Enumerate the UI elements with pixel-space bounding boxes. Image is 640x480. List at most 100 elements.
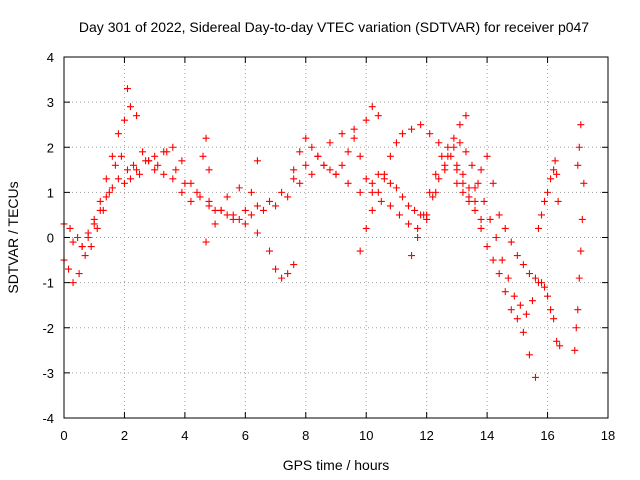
data-point — [202, 134, 210, 142]
data-point — [96, 206, 104, 214]
data-point — [114, 175, 122, 183]
data-point — [75, 270, 83, 278]
data-point — [142, 157, 150, 165]
data-point — [272, 265, 280, 273]
data-point — [187, 197, 195, 205]
data-point — [525, 270, 533, 278]
data-point — [462, 148, 470, 156]
data-point — [408, 125, 416, 133]
y-tick-label: -1 — [42, 276, 54, 291]
data-point — [522, 310, 530, 318]
x-axis-label: GPS time / hours — [283, 457, 390, 473]
data-point — [368, 179, 376, 187]
data-point — [580, 179, 588, 187]
data-point — [556, 342, 564, 350]
data-point — [468, 161, 476, 169]
data-point — [575, 143, 583, 151]
data-point — [547, 306, 555, 314]
data-point — [69, 238, 77, 246]
data-point — [108, 184, 116, 192]
data-point — [544, 188, 552, 196]
y-tick-label: 4 — [47, 50, 54, 65]
data-point — [130, 161, 138, 169]
data-point — [386, 202, 394, 210]
data-point — [368, 206, 376, 214]
data-point — [525, 351, 533, 359]
data-point — [578, 215, 586, 223]
data-point — [290, 166, 298, 174]
y-tick-label: -4 — [42, 411, 54, 426]
data-point — [450, 134, 458, 142]
data-point — [87, 243, 95, 251]
data-point — [501, 288, 509, 296]
data-point — [253, 229, 261, 237]
data-point — [477, 215, 485, 223]
data-point — [105, 188, 113, 196]
data-point — [462, 112, 470, 120]
data-point — [74, 234, 82, 241]
data-point — [519, 261, 527, 269]
data-point — [504, 274, 512, 282]
data-point — [154, 161, 162, 169]
x-tick-label: 10 — [359, 428, 373, 443]
data-point — [247, 211, 255, 219]
data-point — [471, 184, 479, 192]
x-tick-label: 18 — [601, 428, 615, 443]
data-point — [235, 215, 243, 223]
data-point — [344, 179, 352, 187]
data-point — [405, 220, 413, 228]
data-point — [414, 234, 422, 241]
data-point — [368, 188, 376, 196]
data-point — [538, 211, 546, 219]
data-point — [368, 103, 376, 111]
data-point — [123, 85, 131, 93]
data-point — [465, 184, 473, 192]
data-point — [120, 179, 128, 187]
data-point — [111, 161, 119, 169]
data-point — [501, 224, 509, 232]
data-point — [386, 179, 394, 187]
data-point — [362, 175, 370, 183]
data-point — [519, 328, 527, 336]
data-point — [377, 197, 385, 205]
y-axis-label: SDTVAR / TECUs — [5, 181, 21, 293]
data-point — [178, 157, 186, 165]
data-point — [538, 279, 546, 287]
data-point — [163, 148, 171, 156]
y-tick-label: -3 — [42, 366, 54, 381]
data-point — [456, 139, 464, 147]
y-tick-label: -2 — [42, 321, 54, 336]
data-point — [374, 170, 382, 178]
data-points — [60, 85, 588, 381]
data-point — [456, 121, 464, 129]
data-point — [178, 188, 186, 196]
data-point — [302, 161, 310, 169]
data-point — [453, 166, 461, 174]
data-point — [516, 301, 524, 309]
data-point — [117, 152, 125, 160]
data-point — [350, 134, 358, 142]
data-point — [344, 148, 352, 156]
data-point — [471, 206, 479, 214]
data-point — [172, 166, 180, 174]
data-point — [395, 211, 403, 219]
data-point — [78, 243, 86, 251]
data-point — [547, 175, 555, 183]
data-point — [420, 211, 428, 219]
data-point — [296, 179, 304, 187]
data-point — [133, 166, 141, 174]
data-point — [356, 247, 364, 255]
data-point — [480, 197, 488, 205]
data-point — [253, 157, 261, 165]
data-point — [577, 247, 585, 255]
data-point — [326, 166, 334, 174]
data-point — [459, 170, 467, 178]
data-point — [541, 283, 549, 291]
data-point — [96, 197, 104, 205]
x-tick-label: 2 — [121, 428, 128, 443]
grid-lines — [64, 57, 608, 418]
data-point — [314, 152, 322, 160]
data-point — [151, 152, 159, 160]
y-tick-label: 2 — [47, 140, 54, 155]
data-point — [572, 324, 580, 332]
